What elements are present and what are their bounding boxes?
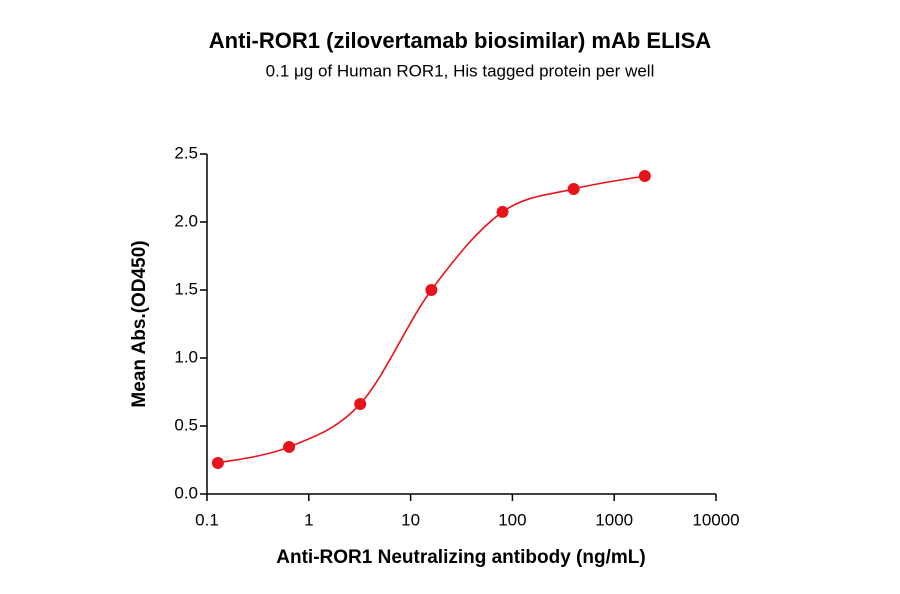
data-point bbox=[567, 182, 580, 195]
y-tick-label: 1.0 bbox=[174, 347, 198, 366]
fit-curve bbox=[217, 175, 645, 464]
y-tick-label: 2.5 bbox=[174, 143, 198, 162]
data-point bbox=[496, 205, 509, 218]
data-point bbox=[283, 440, 296, 453]
x-tick-label: 10000 bbox=[692, 510, 739, 529]
x-tick-label: 100 bbox=[498, 510, 526, 529]
y-axis-label: Mean Abs.(OD450) bbox=[129, 240, 150, 407]
data-point bbox=[638, 170, 651, 183]
y-tick-label: 0.5 bbox=[174, 415, 198, 434]
chart-title: Anti-ROR1 (zilovertamab biosimilar) mAb … bbox=[209, 28, 712, 53]
data-point bbox=[354, 397, 367, 410]
y-tick-label: 0.0 bbox=[174, 483, 198, 502]
x-tick-label: 0.1 bbox=[195, 510, 219, 529]
data-point bbox=[425, 284, 438, 296]
y-tick-label: 2.0 bbox=[174, 211, 198, 230]
chart-subtitle: 0.1 μg of Human ROR1, His tagged protein… bbox=[266, 61, 655, 80]
x-axis-label: Anti-ROR1 Neutralizing antibody (ng/mL) bbox=[276, 547, 645, 568]
y-tick-label: 1.5 bbox=[174, 279, 198, 298]
x-tick-label: 10 bbox=[401, 510, 420, 529]
data-point bbox=[211, 456, 224, 469]
x-tick-label: 1 bbox=[304, 510, 313, 529]
x-tick-label: 1000 bbox=[595, 510, 633, 529]
